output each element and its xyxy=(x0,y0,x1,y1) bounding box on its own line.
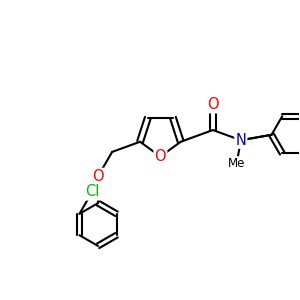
Text: O: O xyxy=(154,149,166,164)
Text: O: O xyxy=(207,97,219,112)
Text: Cl: Cl xyxy=(85,184,99,200)
Text: Me: Me xyxy=(228,157,246,170)
Text: N: N xyxy=(236,133,246,148)
Text: O: O xyxy=(92,169,104,184)
